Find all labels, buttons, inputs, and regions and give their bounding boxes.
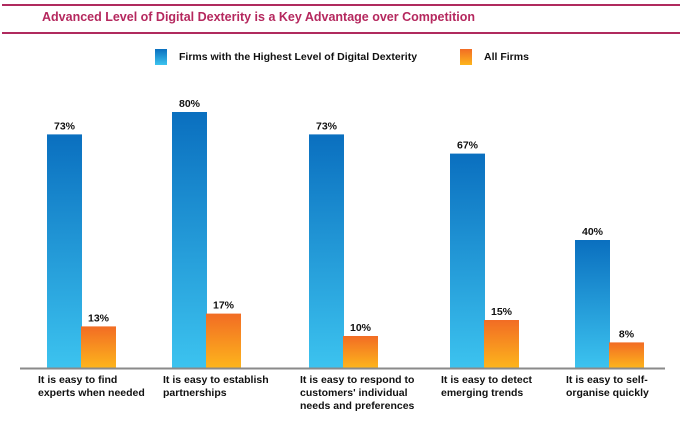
bar-highest-dexterity: [47, 134, 82, 368]
data-label: 67%: [457, 140, 479, 152]
data-label: 73%: [316, 120, 338, 132]
data-label: 8%: [619, 328, 635, 340]
data-label: 13%: [88, 312, 110, 324]
category-label: It is easy to detect emerging trends: [441, 374, 533, 399]
top-rule: [2, 4, 680, 6]
bar-all-firms: [206, 313, 241, 368]
title-underline: [2, 32, 680, 34]
bar-all-firms: [81, 326, 116, 368]
bar-highest-dexterity: [172, 112, 207, 368]
bar-highest-dexterity: [450, 153, 485, 368]
data-label: 17%: [213, 300, 235, 312]
bar-all-firms: [484, 320, 519, 368]
legend-label: All Firms: [484, 51, 529, 63]
legend-label: Firms with the Highest Level of Digital …: [179, 51, 418, 63]
bar-highest-dexterity: [575, 240, 610, 368]
category-label: It is easy to self-organise quickly: [566, 374, 649, 399]
legend-item-highest-dexterity: Firms with the Highest Level of Digital …: [155, 49, 417, 65]
data-label: 15%: [491, 306, 513, 318]
legend-item-all-firms: All Firms: [460, 49, 529, 65]
bar-all-firms: [609, 342, 644, 368]
bar-all-firms: [343, 336, 378, 368]
category-label: It is easy to establish partnerships: [163, 374, 269, 399]
category-label: It is easy to find experts when needed: [38, 374, 145, 399]
legend-swatch-orange: [460, 49, 472, 65]
data-label: 73%: [54, 120, 76, 132]
chart-title: Advanced Level of Digital Dexterity is a…: [42, 10, 475, 24]
data-label: 80%: [179, 98, 201, 110]
bar-highest-dexterity: [309, 134, 344, 368]
legend-swatch-blue: [155, 49, 167, 65]
data-label: 40%: [582, 226, 604, 238]
category-label: It is easy to respond to customers' indi…: [300, 374, 415, 412]
data-label: 10%: [350, 322, 372, 334]
